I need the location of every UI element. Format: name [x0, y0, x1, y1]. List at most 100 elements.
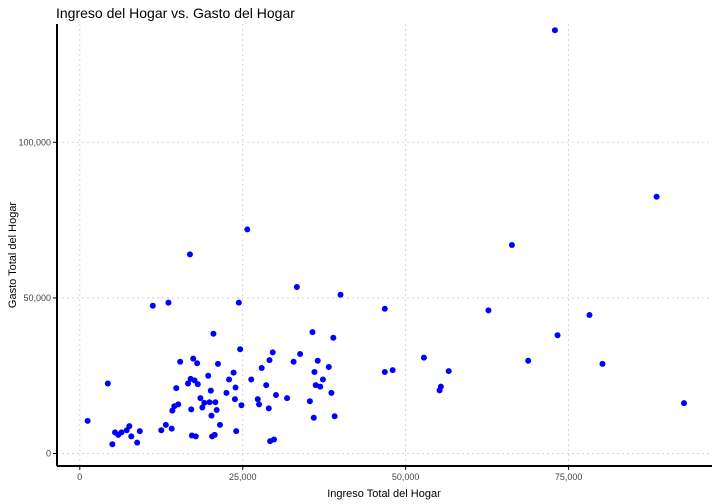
data-point [271, 436, 278, 443]
y-tick-label: 0 [46, 449, 51, 459]
data-point [293, 284, 300, 291]
data-point [223, 389, 230, 396]
data-point [205, 372, 212, 379]
data-point [310, 414, 317, 421]
data-point [190, 355, 197, 362]
data-point [194, 381, 201, 388]
data-point [485, 307, 492, 314]
data-point [237, 346, 244, 353]
data-point [325, 364, 332, 371]
data-point [599, 360, 606, 367]
data-point [235, 299, 242, 306]
data-point [269, 349, 276, 356]
data-point [210, 330, 217, 337]
data-point [126, 423, 133, 430]
data-point [381, 305, 388, 312]
data-point [554, 332, 561, 339]
data-point [551, 27, 558, 34]
data-point [284, 395, 291, 402]
data-point [206, 399, 213, 406]
gridlines [57, 24, 712, 466]
data-point [653, 193, 660, 200]
x-axis-label: Ingreso Total del Hogar [327, 488, 441, 500]
data-point [263, 382, 270, 389]
data-point [680, 400, 687, 407]
data-point [266, 357, 273, 364]
data-points [84, 27, 687, 448]
data-point [208, 412, 215, 419]
data-point [173, 385, 180, 392]
data-point [192, 433, 199, 440]
data-point [319, 376, 326, 383]
data-point [199, 404, 206, 411]
x-tick-label: 0 [77, 472, 82, 482]
data-point [197, 395, 204, 402]
data-point [188, 406, 195, 413]
data-point [158, 427, 165, 434]
data-point [311, 368, 318, 375]
y-tick-label: 50,000 [23, 293, 51, 303]
y-tick-label: 100,000 [18, 137, 51, 147]
data-point [118, 429, 125, 436]
data-point [162, 421, 169, 428]
data-point [328, 389, 335, 396]
data-point [231, 396, 238, 403]
data-point [437, 383, 444, 390]
data-point [212, 399, 219, 406]
tick-labels: 0 25,000 50,000 75,000 0 50,000 100,000 [18, 137, 582, 482]
data-point [309, 329, 316, 336]
data-point [389, 367, 396, 374]
data-point [238, 402, 245, 409]
data-point [254, 396, 261, 403]
data-point [258, 364, 265, 371]
data-point [226, 376, 233, 383]
chart-title: Ingreso del Hogar vs. Gasto del Hogar [56, 5, 295, 21]
data-point [265, 405, 272, 412]
data-point [314, 357, 321, 364]
data-point [194, 360, 201, 367]
data-point [232, 384, 239, 391]
data-point [331, 413, 338, 420]
data-point [317, 383, 324, 390]
data-point [201, 399, 208, 406]
data-point [420, 354, 427, 361]
data-point [230, 369, 237, 376]
data-point [168, 425, 175, 432]
data-point [109, 441, 116, 448]
data-point [586, 312, 593, 319]
data-point [256, 401, 263, 408]
data-point [104, 380, 111, 387]
data-point [272, 392, 279, 399]
axes [53, 24, 712, 470]
data-point [330, 334, 337, 341]
data-point [213, 406, 220, 413]
data-point [244, 226, 251, 233]
data-point [134, 439, 141, 446]
data-point [290, 358, 297, 365]
data-point [186, 251, 193, 258]
data-point [306, 398, 313, 405]
data-point [381, 368, 388, 375]
data-point [211, 431, 218, 438]
data-point [165, 299, 172, 306]
data-point [175, 401, 182, 408]
y-axis-label: Gasto Total del Hogar [7, 202, 19, 309]
data-point [84, 417, 91, 424]
data-point [177, 358, 184, 365]
data-point [297, 350, 304, 357]
data-point [445, 368, 452, 375]
data-point [233, 428, 240, 435]
data-point [525, 357, 532, 364]
data-point [185, 380, 191, 387]
x-tick-label: 25,000 [229, 472, 257, 482]
data-point [312, 382, 319, 389]
data-point [207, 387, 214, 394]
x-tick-label: 75,000 [555, 472, 583, 482]
data-point [136, 428, 143, 435]
data-point [128, 433, 135, 440]
data-point [337, 291, 344, 298]
data-point [214, 360, 221, 367]
data-point [149, 302, 156, 309]
data-point [216, 421, 223, 428]
